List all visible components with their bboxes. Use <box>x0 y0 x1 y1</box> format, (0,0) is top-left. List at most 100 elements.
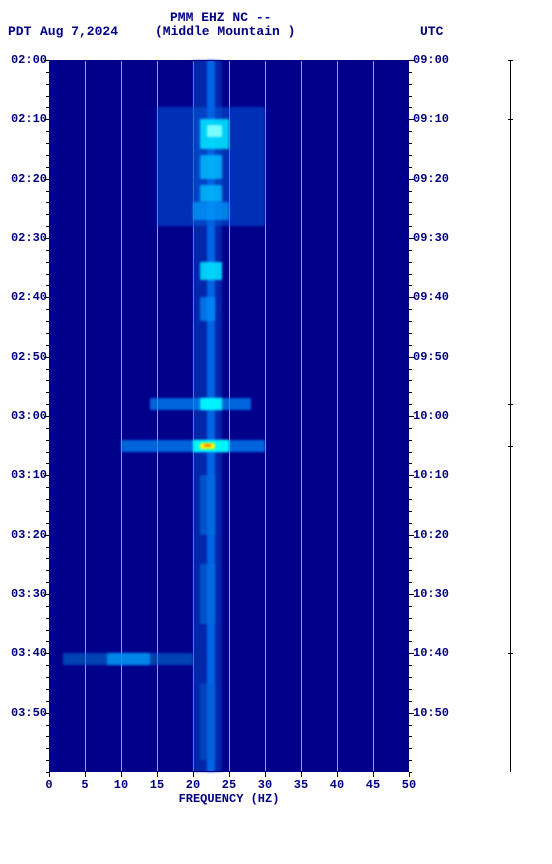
x-tick-label: 25 <box>222 778 236 792</box>
x-tick-mark <box>49 772 50 777</box>
y-minor-tick-left <box>46 369 49 370</box>
y-tick-right-mark <box>409 119 414 120</box>
y-minor-tick-right <box>409 285 412 286</box>
y-minor-tick-right <box>409 677 412 678</box>
y-tick-left-mark <box>44 535 49 536</box>
y-tick-right-label: 10:00 <box>413 409 449 423</box>
y-tick-left-label: 03:10 <box>3 468 47 482</box>
station-code: PMM EHZ NC -- <box>170 10 271 25</box>
spectral-signal <box>200 185 222 203</box>
y-minor-tick-right <box>409 321 412 322</box>
y-minor-tick-right <box>409 701 412 702</box>
spectral-signal <box>200 262 222 280</box>
spectral-signal <box>200 683 214 760</box>
y-minor-tick-right <box>409 689 412 690</box>
x-tick-mark <box>121 772 122 777</box>
y-tick-right-mark <box>409 179 414 180</box>
y-minor-tick-left <box>46 380 49 381</box>
y-minor-tick-left <box>46 725 49 726</box>
station-location: (Middle Mountain ) <box>155 24 295 39</box>
y-minor-tick-left <box>46 523 49 524</box>
y-tick-right-mark <box>409 535 414 536</box>
y-tick-left-mark <box>44 119 49 120</box>
sidebar-tick-mark <box>508 446 513 447</box>
y-minor-tick-left <box>46 167 49 168</box>
y-minor-tick-left <box>46 689 49 690</box>
y-tick-right-label: 10:40 <box>413 646 449 660</box>
x-tick-label: 10 <box>114 778 128 792</box>
y-minor-tick-left <box>46 72 49 73</box>
x-tick-label: 50 <box>402 778 416 792</box>
spectral-signal <box>200 564 214 623</box>
timezone-left: PDT <box>8 24 31 39</box>
x-tick-mark <box>409 772 410 777</box>
y-minor-tick-right <box>409 72 412 73</box>
y-minor-tick-right <box>409 369 412 370</box>
x-tick-mark <box>373 772 374 777</box>
spectral-signal <box>200 398 222 410</box>
y-minor-tick-left <box>46 487 49 488</box>
y-minor-tick-left <box>46 309 49 310</box>
y-tick-left-label: 03:20 <box>3 528 47 542</box>
y-tick-left-mark <box>44 357 49 358</box>
y-minor-tick-left <box>46 321 49 322</box>
y-minor-tick-right <box>409 380 412 381</box>
y-tick-left-label: 03:00 <box>3 409 47 423</box>
y-minor-tick-right <box>409 630 412 631</box>
y-minor-tick-right <box>409 274 412 275</box>
y-tick-left-mark <box>44 653 49 654</box>
y-minor-tick-left <box>46 760 49 761</box>
y-tick-right-mark <box>409 713 414 714</box>
y-minor-tick-right <box>409 214 412 215</box>
y-tick-right-mark <box>409 594 414 595</box>
y-tick-right-label: 10:50 <box>413 706 449 720</box>
y-tick-right-label: 10:10 <box>413 468 449 482</box>
y-minor-tick-left <box>46 440 49 441</box>
x-tick-label: 0 <box>45 778 52 792</box>
sidebar-tick-mark <box>508 119 513 120</box>
y-minor-tick-left <box>46 641 49 642</box>
y-tick-right-mark <box>409 238 414 239</box>
y-minor-tick-left <box>46 463 49 464</box>
y-minor-tick-right <box>409 748 412 749</box>
spectral-signal <box>200 475 214 534</box>
y-minor-tick-right <box>409 191 412 192</box>
y-tick-right-label: 09:00 <box>413 53 449 67</box>
y-minor-tick-right <box>409 96 412 97</box>
sidebar-tick-mark <box>508 653 513 654</box>
y-minor-tick-right <box>409 226 412 227</box>
x-tick-mark <box>229 772 230 777</box>
y-minor-tick-left <box>46 582 49 583</box>
y-minor-tick-left <box>46 262 49 263</box>
y-minor-tick-right <box>409 333 412 334</box>
y-minor-tick-right <box>409 725 412 726</box>
x-tick-label: 45 <box>366 778 380 792</box>
gridline-vertical <box>301 60 302 772</box>
y-tick-right-mark <box>409 60 414 61</box>
y-minor-tick-right <box>409 250 412 251</box>
x-tick-mark <box>85 772 86 777</box>
y-minor-tick-left <box>46 736 49 737</box>
x-tick-mark <box>337 772 338 777</box>
y-minor-tick-left <box>46 143 49 144</box>
y-minor-tick-right <box>409 618 412 619</box>
y-tick-right-mark <box>409 475 414 476</box>
y-minor-tick-right <box>409 558 412 559</box>
y-minor-tick-left <box>46 511 49 512</box>
amplitude-sidebar <box>510 60 511 772</box>
spectral-signal <box>204 444 211 447</box>
y-minor-tick-left <box>46 345 49 346</box>
y-minor-tick-left <box>46 630 49 631</box>
x-axis-label: FREQUENCY (HZ) <box>49 792 409 806</box>
y-tick-right-label: 09:30 <box>413 231 449 245</box>
y-tick-right-label: 10:30 <box>413 587 449 601</box>
y-minor-tick-left <box>46 107 49 108</box>
y-minor-tick-right <box>409 606 412 607</box>
spectral-signal <box>107 653 150 665</box>
y-minor-tick-left <box>46 558 49 559</box>
y-tick-right-mark <box>409 416 414 417</box>
y-minor-tick-right <box>409 547 412 548</box>
y-minor-tick-right <box>409 345 412 346</box>
gridline-vertical <box>121 60 122 772</box>
y-tick-left-mark <box>44 475 49 476</box>
